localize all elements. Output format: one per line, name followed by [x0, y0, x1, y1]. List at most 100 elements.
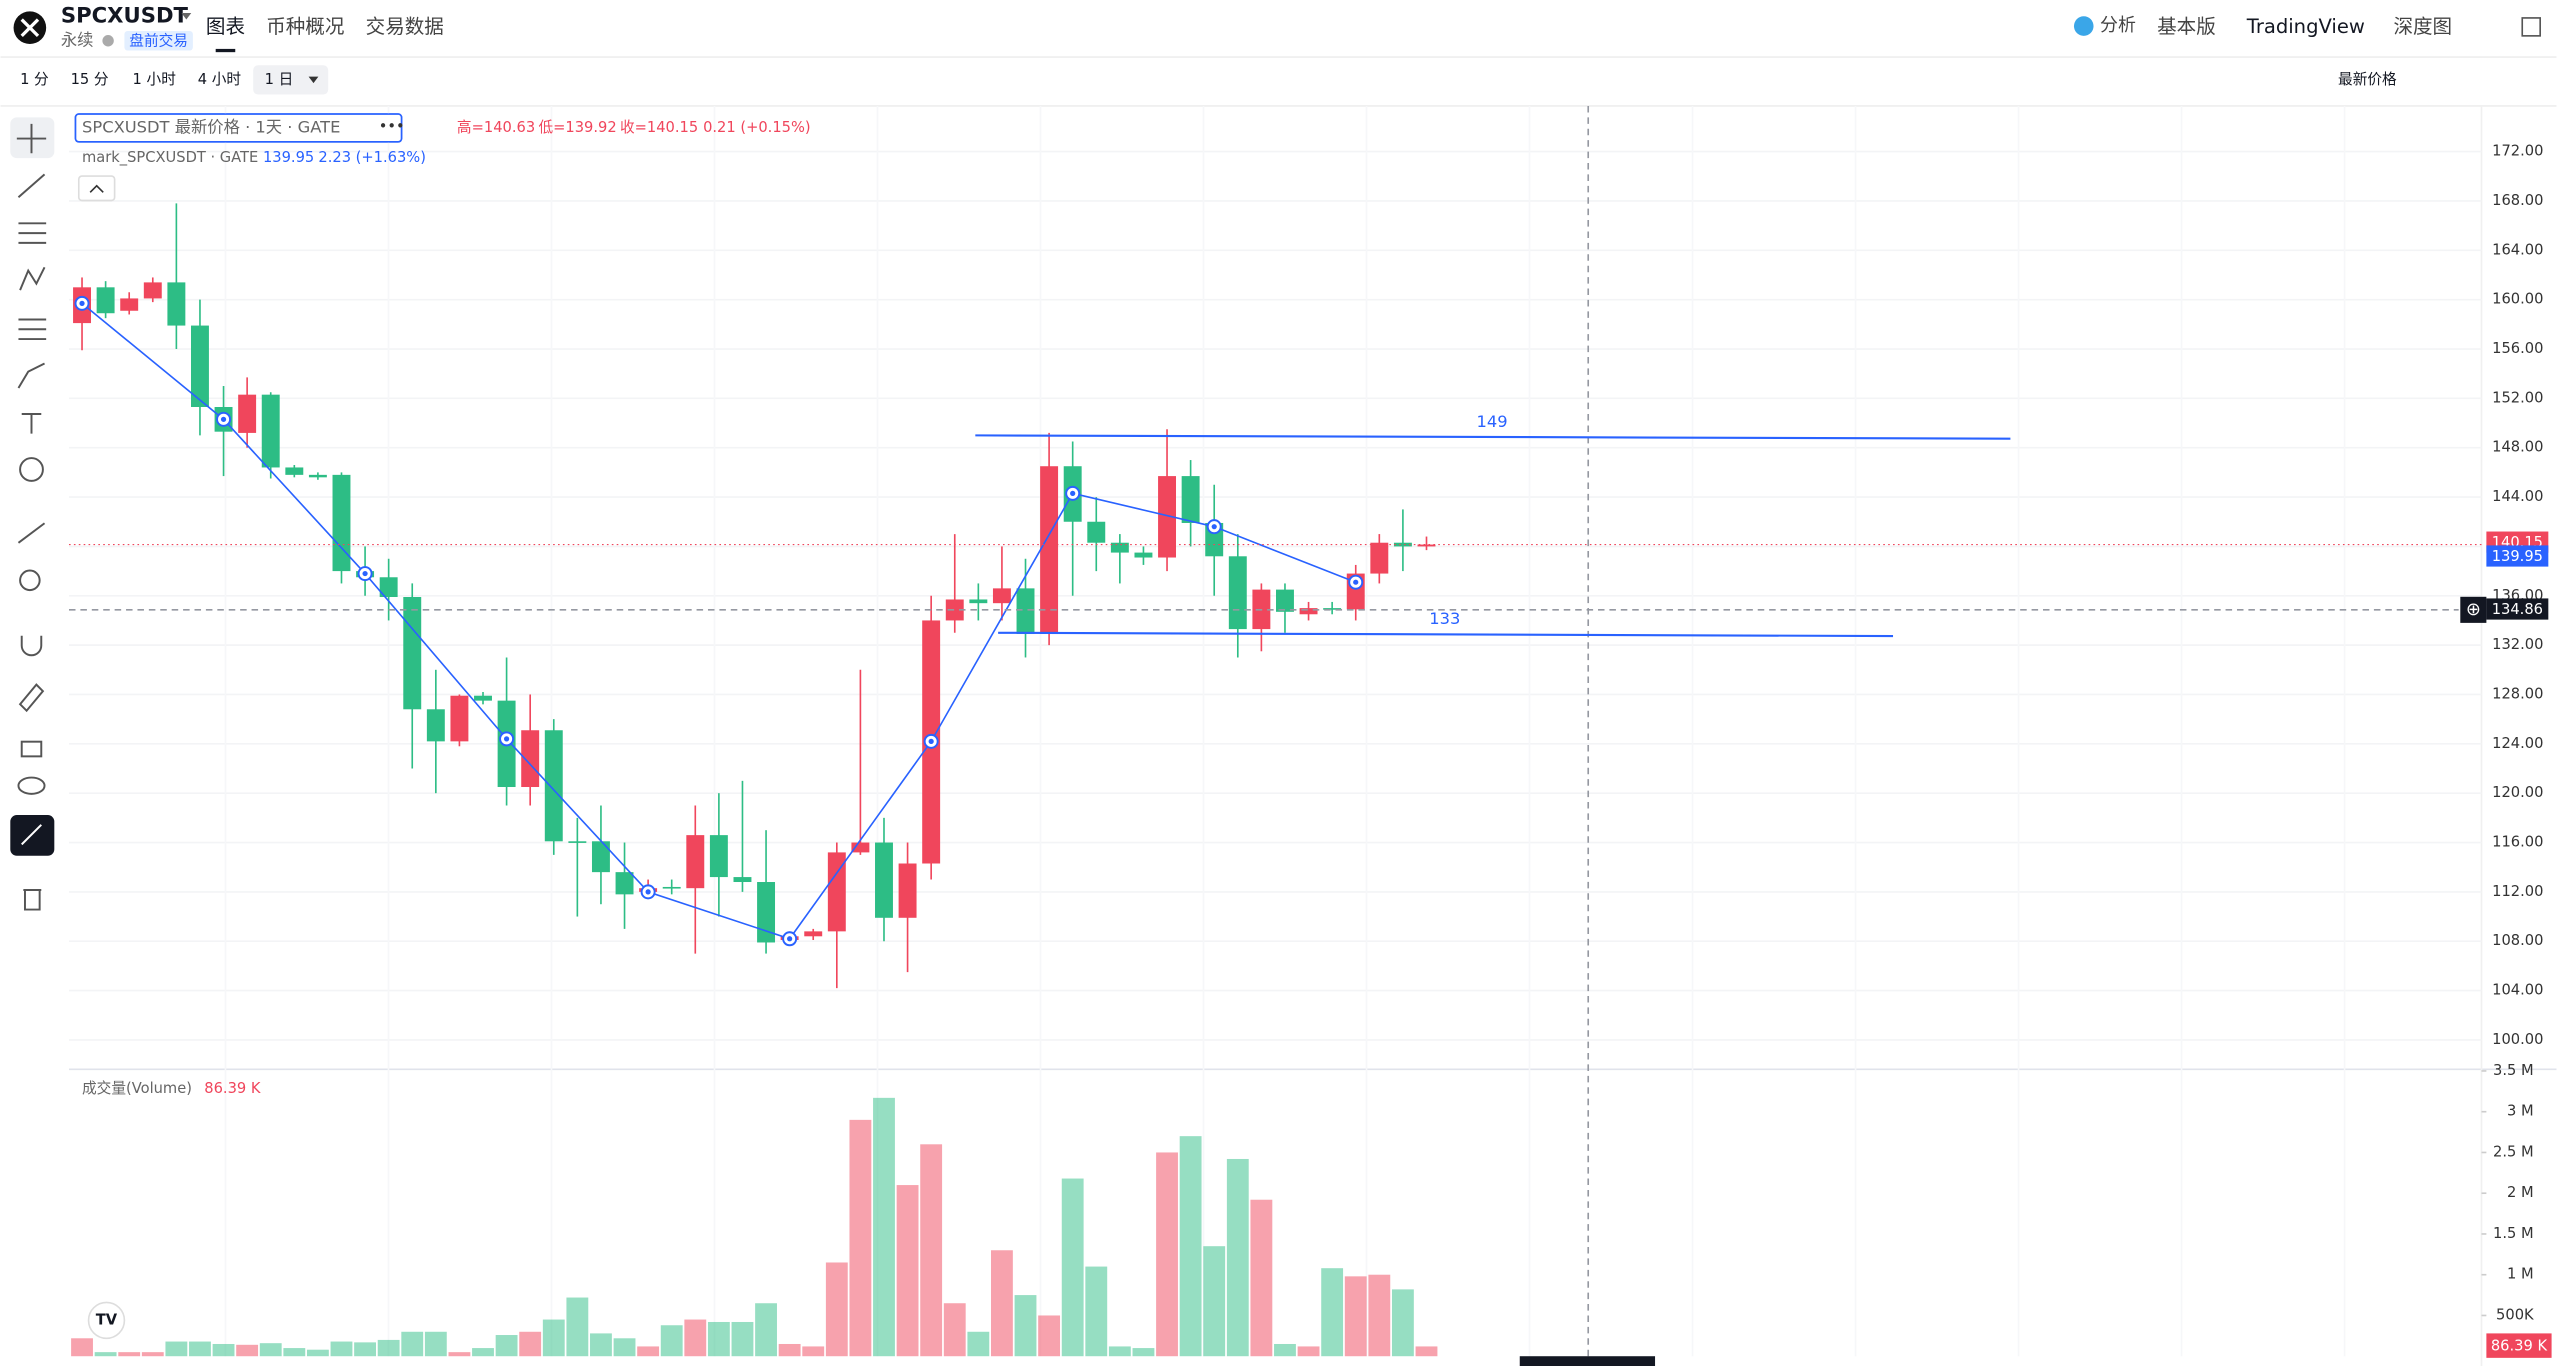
candle-body	[568, 841, 587, 843]
volume-bar	[330, 1341, 353, 1357]
horizontal-ray	[975, 434, 2011, 440]
candle-body	[120, 298, 139, 311]
volume-bar	[401, 1331, 424, 1357]
mark-point-dot	[787, 936, 793, 942]
more[interactable]: •••	[379, 118, 405, 135]
candle-body	[403, 597, 422, 710]
volume-bar	[354, 1342, 376, 1357]
mark-point-dot	[645, 889, 651, 895]
candle-body	[686, 835, 705, 889]
volume-bar	[448, 1352, 471, 1357]
candle-body	[167, 282, 186, 326]
volume-bar	[519, 1331, 542, 1357]
volume-bar	[590, 1333, 612, 1357]
ray-label: 149	[1476, 412, 1507, 431]
y-tick-label: 144.00	[2492, 488, 2543, 505]
mark-change: 2.23 (+1.63%)	[318, 149, 426, 166]
price-type[interactable]: 最新价格	[2338, 71, 2397, 88]
interval[interactable]: 1 分	[20, 71, 49, 88]
y-tick-label: 104.00	[2492, 982, 2543, 999]
volume-bar	[377, 1339, 400, 1357]
volume-bar	[991, 1250, 1013, 1357]
volume-bar	[613, 1338, 636, 1357]
mark-point-dot	[1353, 579, 1359, 585]
tab[interactable]: 图表	[206, 15, 245, 38]
volume-bar	[189, 1341, 211, 1357]
link[interactable]: 深度图	[2393, 15, 2452, 38]
mark-price-line	[81, 302, 1357, 940]
volume-bar	[920, 1144, 943, 1357]
volume-bar	[1415, 1346, 1438, 1357]
volume-bar	[707, 1321, 730, 1357]
y-tick-label: 112.00	[2492, 883, 2543, 900]
volume-bar	[212, 1343, 235, 1357]
interval[interactable]: 15 分	[71, 71, 109, 88]
drawing-tools	[10, 117, 55, 911]
y-tick-label: 120.00	[2492, 784, 2543, 801]
candle-body	[1158, 476, 1177, 558]
logo: TV	[96, 1311, 118, 1328]
candle-body	[190, 325, 209, 408]
link[interactable]: 基本版	[2157, 15, 2216, 38]
contract: 永续	[61, 30, 94, 49]
candle-body	[1087, 521, 1106, 543]
candle-body	[898, 863, 917, 918]
candle-body	[450, 695, 469, 742]
volume-bar	[1179, 1136, 1202, 1357]
candle-body	[591, 841, 610, 873]
candle-body	[1299, 608, 1318, 615]
mark-point-dot	[362, 570, 368, 577]
y-tick-label: 132.00	[2492, 636, 2543, 653]
candle-body	[1040, 466, 1059, 635]
candle-body	[757, 882, 776, 943]
crosshair-plus: ⊕	[2466, 599, 2481, 620]
volume-bar	[472, 1348, 494, 1357]
volume-bar	[873, 1097, 895, 1357]
y-tick-label: 148.00	[2492, 439, 2543, 456]
volume-bar	[1085, 1266, 1108, 1357]
candle-body	[285, 467, 304, 475]
volume-bar	[259, 1343, 282, 1357]
price-tag-label: 139.95	[2492, 548, 2543, 565]
volume-bar	[755, 1303, 777, 1357]
link[interactable]: 分析	[2100, 15, 2136, 36]
interval[interactable]: 1 小时	[133, 71, 177, 88]
interval[interactable]: 1 日	[265, 71, 294, 88]
mark-point-dot	[928, 738, 934, 744]
candle-body	[733, 877, 752, 883]
volume-bar	[424, 1331, 447, 1357]
candle-body	[1181, 476, 1200, 523]
legend-low: 低=139.92	[538, 119, 616, 136]
legend-high: 高=140.63	[457, 119, 535, 136]
tab[interactable]: 交易数据	[366, 15, 444, 38]
candle-body	[945, 599, 964, 621]
volume-bar	[1132, 1348, 1155, 1357]
candle-body	[474, 695, 492, 701]
volume-bar	[236, 1344, 259, 1357]
mark-point-dot	[1211, 524, 1217, 530]
candle-body	[521, 730, 540, 788]
mark-price: 139.95	[263, 149, 314, 166]
volume-bar	[1038, 1315, 1061, 1357]
candle-body	[875, 842, 893, 918]
link[interactable]: TradingView	[2246, 15, 2365, 38]
symbol[interactable]: SPCXUSDT	[61, 2, 189, 27]
volume-bar	[637, 1346, 660, 1357]
volume-bar	[1297, 1346, 1320, 1357]
interval[interactable]: 4 小时	[198, 71, 242, 88]
candle-body	[662, 886, 681, 889]
volume-bar	[165, 1341, 188, 1357]
legend-title[interactable]: SPCXUSDT 最新价格 · 1天 · GATE	[82, 117, 340, 136]
price-tag-label: 134.86	[2492, 601, 2543, 618]
candle-body	[615, 872, 634, 895]
badge: 盘前交易	[129, 32, 188, 50]
candle-body	[1110, 542, 1129, 553]
tab[interactable]: 币种概况	[266, 15, 344, 38]
candle-body	[1276, 589, 1294, 612]
candle-body	[1016, 588, 1035, 635]
volume-tag: 86.39 K	[2491, 1337, 2548, 1354]
volume-bar	[731, 1321, 754, 1357]
volume-bar	[71, 1338, 93, 1357]
volume-bar	[802, 1346, 825, 1357]
candle-body	[851, 842, 870, 853]
